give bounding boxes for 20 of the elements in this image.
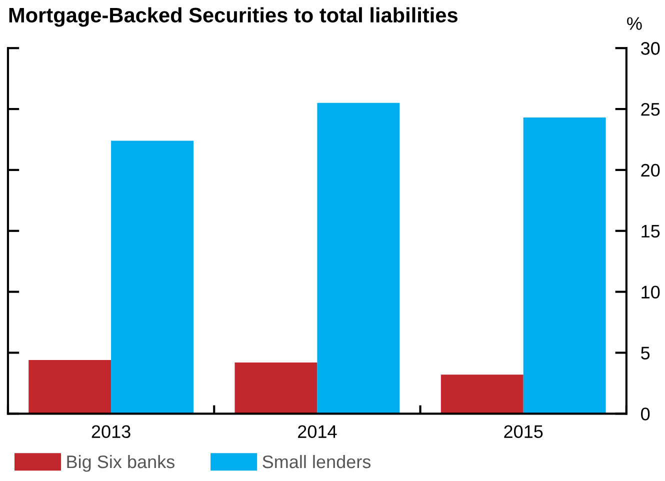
y-tick-label: 30	[641, 42, 660, 55]
legend-label: Small lenders	[262, 454, 371, 468]
y-tick-label: 10	[642, 286, 660, 299]
bar	[523, 118, 606, 414]
bar	[440, 374, 524, 414]
bar	[28, 360, 112, 414]
legend-label: Big Six banks	[67, 454, 174, 472]
x-tick-label: 2014	[298, 425, 337, 438]
bar	[234, 362, 318, 414]
bar	[317, 102, 400, 414]
x-tick-label: 2015	[504, 425, 543, 438]
bar	[111, 140, 194, 414]
y-tick-label: 20	[641, 164, 660, 177]
chart-title: Mortgage-Backed Securities to total liabilities	[9, 7, 458, 27]
y-axis-title: %	[627, 17, 642, 30]
x-tick-label: 2013	[92, 425, 130, 438]
y-tick-label: 15	[642, 225, 660, 238]
y-tick-label: 25	[641, 102, 660, 116]
y-tick-label: 5	[641, 346, 650, 360]
y-tick-label: 0	[641, 408, 650, 420]
